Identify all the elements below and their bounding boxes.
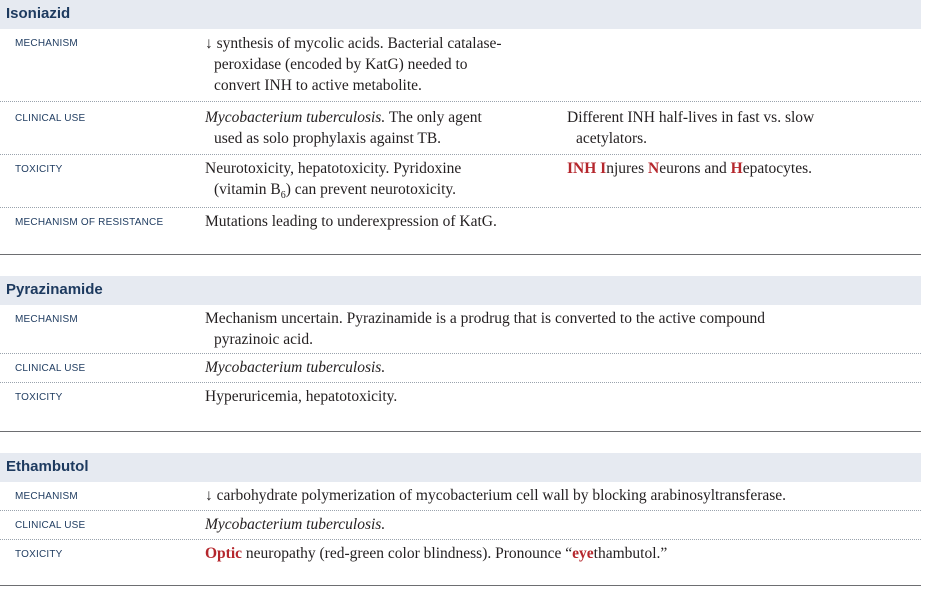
section-header-bar — [0, 453, 921, 482]
mechanism-line-1: ↓ synthesis of mycolic acids. Bacterial … — [205, 35, 502, 52]
toxicity-mnemonic: INH Injures Neurons and Hepatocytes. — [567, 160, 812, 177]
mechanism-line-1: Mechanism uncertain. Pyrazinamide is a p… — [205, 310, 765, 327]
row-toxicity: TOXICITY Neurotoxicity, hepatotoxicity. … — [0, 155, 921, 208]
row-toxicity: TOXICITY Hyperuricemia, hepatotoxicity. — [0, 383, 921, 413]
mechanism-text: Mechanism uncertain. Pyrazinamide is a p… — [205, 308, 765, 350]
mechanism-line-3: convert INH to active metabolite. — [214, 77, 422, 94]
row-label-toxicity: TOXICITY — [15, 164, 63, 175]
section-divider — [0, 585, 921, 586]
clinical-note: Different INH half-lives in fast vs. slo… — [567, 107, 814, 149]
clinical-use-text: Mycobacterium tuberculosis. — [205, 359, 386, 376]
section-title-isoniazid: Isoniazid — [6, 5, 71, 22]
row-label-clinical-use: CLINICAL USE — [15, 520, 86, 531]
mechanism-text: ↓ carbohydrate polymerization of mycobac… — [205, 487, 787, 504]
clinical-note-line-1: Different INH half-lives in fast vs. slo… — [567, 109, 815, 126]
mnemonic-letter-n: N — [647, 160, 660, 177]
clinical-text-rest: The only agent — [385, 109, 482, 126]
row-label-mechanism: MECHANISM — [15, 491, 78, 502]
section-header-bar — [0, 0, 921, 29]
toxicity-text: Neurotoxicity, hepatotoxicity. Pyridoxin… — [205, 158, 461, 206]
mechanism-text: ↓ synthesis of mycolic acids. Bacterial … — [205, 33, 502, 96]
clinical-note-line-2: acetylators. — [576, 130, 648, 147]
row-mechanism-of-resistance: MECHANISM OF RESISTANCE Mutations leadin… — [0, 208, 921, 238]
row-mechanism: MECHANISM ↓ carbohydrate polymerization … — [0, 482, 921, 511]
clinical-organism: Mycobacterium tuberculosis. — [205, 109, 386, 126]
section-header-bar — [0, 276, 921, 305]
toxicity-line-2: (vitamin B6) can prevent neurotoxicity. — [214, 181, 457, 202]
row-clinical-use: CLINICAL USE Mycobacterium tuberculosis. — [0, 511, 921, 540]
toxicity-eye: eye — [572, 545, 594, 562]
row-label-toxicity: TOXICITY — [15, 549, 63, 560]
resistance-text: Mutations leading to underexpression of … — [205, 213, 497, 230]
row-label-mechanism: MECHANISM — [15, 314, 78, 325]
mnemonic-letter-h: H — [730, 160, 743, 177]
mechanism-line-2: peroxidase (encoded by KatG) needed to — [214, 56, 468, 73]
toxicity-text: Hyperuricemia, hepatotoxicity. — [205, 388, 398, 405]
toxicity-text: Optic neuropathy (red-green color blindn… — [205, 545, 668, 562]
row-clinical-use: CLINICAL USE Mycobacterium tuberculosis. — [0, 354, 921, 383]
row-label-mechanism: MECHANISM — [15, 38, 78, 49]
toxicity-optic: Optic — [205, 545, 243, 562]
row-clinical-use: CLINICAL USE Mycobacterium tuberculosis.… — [0, 102, 921, 155]
row-toxicity: TOXICITY Optic neuropathy (red-green col… — [0, 540, 921, 570]
row-mechanism: MECHANISM Mechanism uncertain. Pyrazinam… — [0, 305, 921, 354]
row-mechanism: MECHANISM ↓ synthesis of mycolic acids. … — [0, 29, 921, 102]
section-divider — [0, 254, 921, 255]
mechanism-line-2: pyrazinoic acid. — [214, 331, 313, 348]
row-label-clinical-use: CLINICAL USE — [15, 363, 86, 374]
section-title-pyrazinamide: Pyrazinamide — [6, 281, 103, 298]
row-label-toxicity: TOXICITY — [15, 392, 63, 403]
mnemonic-inh: INH — [567, 160, 597, 177]
clinical-use-text: Mycobacterium tuberculosis. The only age… — [205, 107, 482, 149]
clinical-line-2: used as solo prophylaxis against TB. — [214, 130, 442, 147]
clinical-use-text: Mycobacterium tuberculosis. — [205, 516, 386, 533]
section-title-ethambutol: Ethambutol — [6, 458, 89, 475]
isoniazid-section: Isoniazid MECHANISM ↓ synthesis of mycol… — [0, 0, 921, 256]
ethambutol-section: Ethambutol MECHANISM ↓ carbohydrate poly… — [0, 453, 921, 593]
pyrazinamide-section: Pyrazinamide MECHANISM Mechanism uncerta… — [0, 276, 921, 436]
row-label-resistance: MECHANISM OF RESISTANCE — [15, 217, 164, 228]
row-label-clinical-use: CLINICAL USE — [15, 113, 86, 124]
mnemonic-letter-i: I — [600, 160, 607, 177]
section-divider — [0, 431, 921, 432]
vitamin-subscript: 6 — [280, 190, 286, 202]
toxicity-line-1: Neurotoxicity, hepatotoxicity. Pyridoxin… — [205, 160, 462, 177]
